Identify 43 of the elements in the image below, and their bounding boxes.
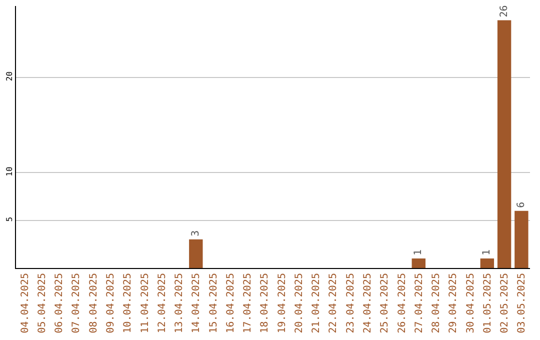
- x-tick-label: 24.04.2025: [362, 273, 374, 334]
- x-tick-label: 30.04.2025: [465, 273, 476, 334]
- x-tick-label: 15.04.2025: [208, 273, 220, 334]
- x-tick-label: 04.04.2025: [20, 273, 31, 334]
- bar: [497, 20, 512, 268]
- x-tick-label: 02.05.2025: [500, 273, 511, 334]
- x-tick-label: 11.04.2025: [140, 273, 151, 334]
- bar: [189, 239, 203, 268]
- x-tick-label: 14.04.2025: [191, 273, 202, 334]
- x-tick-label: 05.04.2025: [36, 273, 48, 334]
- x-tick-label: 29.04.2025: [448, 273, 460, 334]
- x-tick-label: 23.04.2025: [345, 273, 356, 334]
- data-label: 6: [516, 202, 527, 208]
- x-tick-label: 09.04.2025: [105, 273, 116, 334]
- x-tick-label: 07.04.2025: [71, 273, 82, 334]
- y-tick-label: 5: [4, 216, 14, 222]
- x-tick-label: 28.04.2025: [431, 273, 442, 334]
- x-tick-label: 22.04.2025: [328, 273, 340, 334]
- x-tick-label: 19.04.2025: [276, 273, 288, 334]
- bar: [514, 210, 528, 268]
- x-tick-label: 17.04.2025: [242, 273, 254, 334]
- data-label: 1: [482, 249, 493, 256]
- x-tick-label: 25.04.2025: [380, 273, 391, 334]
- x-tick-label: 03.05.2025: [516, 273, 528, 334]
- x-tick-label: 20.04.2025: [294, 273, 305, 334]
- x-tick-label: 01.05.2025: [482, 273, 494, 334]
- bar: [412, 258, 426, 268]
- x-tick-label: 16.04.2025: [225, 273, 236, 334]
- data-label: 3: [190, 230, 202, 236]
- x-tick-label: 08.04.2025: [88, 273, 100, 334]
- x-tick-label: 12.04.2025: [156, 273, 168, 334]
- x-tick-label: 26.04.2025: [396, 273, 408, 334]
- x-tick-label: 13.04.2025: [174, 273, 186, 334]
- bar: [480, 258, 494, 268]
- x-tick-label: 27.04.2025: [414, 273, 425, 334]
- x-tick-label: 21.04.2025: [311, 273, 322, 334]
- data-label: 1: [413, 249, 424, 256]
- x-tick-label: 18.04.2025: [260, 273, 271, 334]
- x-tick-label: 06.04.2025: [54, 273, 66, 334]
- x-tick-label: 10.04.2025: [122, 273, 134, 334]
- data-label: 26: [498, 5, 510, 18]
- y-tick-label: 10: [4, 166, 14, 176]
- y-tick-label: 20: [4, 71, 14, 82]
